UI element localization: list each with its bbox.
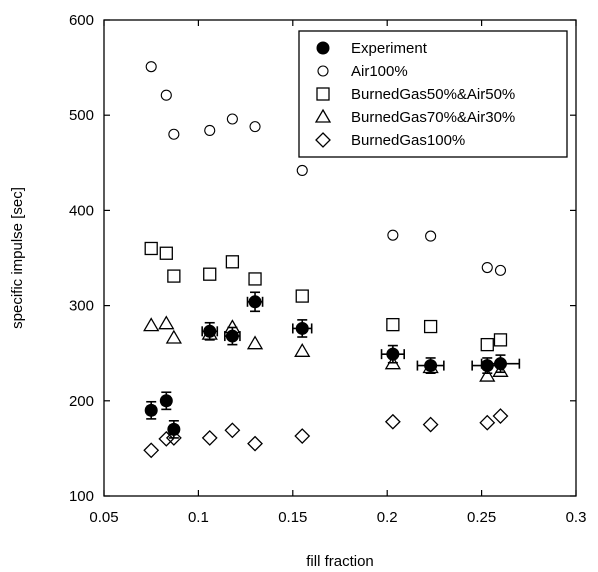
series-open-triangle	[143, 315, 509, 382]
data-point	[158, 430, 175, 447]
data-point	[493, 357, 507, 371]
data-point	[165, 329, 182, 344]
legend-label: BurnedGas100%	[351, 132, 465, 149]
series-open-circle	[145, 61, 507, 276]
legend: Experiment Air100% BurnedGas50%&Air50% Burn…	[298, 30, 568, 158]
data-point	[386, 347, 400, 361]
data-point	[423, 319, 438, 334]
y-tick-label: 100	[69, 488, 94, 505]
data-point	[168, 128, 180, 140]
legend-marker	[315, 132, 331, 148]
data-point	[247, 435, 263, 452]
legend-label: BurnedGas70%&Air30%	[351, 109, 515, 126]
data-point	[226, 113, 238, 125]
data-series	[143, 61, 521, 459]
y-tick-label: 600	[69, 12, 94, 29]
data-point	[387, 229, 399, 241]
data-point	[494, 264, 507, 276]
series-filled-circle	[144, 291, 521, 439]
data-point	[246, 335, 264, 350]
data-point	[224, 422, 241, 439]
data-point	[159, 394, 173, 408]
data-point	[424, 359, 438, 373]
axis-ticks	[103, 19, 577, 497]
tick-labels: 0.05 0.1 0.15 0.2 0.25 0.3 100 200 300 400 500 600	[69, 12, 586, 526]
data-point	[203, 267, 217, 281]
y-tick-label: 500	[69, 107, 94, 124]
data-point	[144, 241, 158, 256]
data-point	[492, 362, 509, 377]
data-point	[167, 422, 181, 436]
data-point	[144, 403, 158, 417]
legend-marker	[316, 41, 330, 55]
data-point	[249, 121, 261, 133]
data-point	[225, 255, 240, 269]
data-point	[422, 416, 439, 433]
data-point	[143, 317, 160, 332]
x-axis-label: fill fraction	[306, 553, 374, 570]
data-point	[159, 246, 173, 260]
data-point	[479, 367, 496, 382]
data-point	[225, 329, 239, 343]
data-point	[204, 124, 216, 136]
data-point	[425, 230, 437, 242]
data-point	[160, 89, 172, 101]
x-tick-label: 0.3	[566, 509, 587, 526]
data-point	[480, 359, 494, 373]
data-point	[248, 295, 262, 309]
y-tick-label: 400	[69, 202, 94, 219]
data-point	[480, 337, 494, 352]
data-point	[386, 317, 400, 332]
x-tick-label: 0.25	[467, 509, 496, 526]
legend-marker	[317, 65, 329, 77]
legend-label: Air100%	[351, 63, 408, 80]
y-tick-label: 200	[69, 393, 94, 410]
data-point	[294, 428, 311, 444]
series-open-square	[144, 241, 508, 352]
y-axis-label: specific impulse [sec]	[9, 187, 26, 329]
data-point	[384, 413, 401, 430]
data-point	[167, 269, 181, 283]
series-open-diamond	[143, 408, 509, 459]
data-point	[295, 321, 309, 335]
data-point	[248, 272, 262, 286]
legend-box	[298, 30, 568, 158]
data-point	[165, 430, 182, 446]
data-point	[481, 261, 493, 274]
x-tick-label: 0.2	[377, 509, 398, 526]
data-point	[296, 164, 308, 176]
data-point	[203, 324, 217, 338]
data-point	[294, 343, 311, 357]
data-point	[493, 333, 508, 347]
data-point	[158, 315, 175, 330]
data-point	[145, 61, 157, 73]
data-point	[143, 442, 160, 459]
data-point	[479, 414, 496, 431]
legend-label: Experiment	[351, 40, 428, 57]
data-point	[492, 408, 509, 424]
x-tick-label: 0.05	[89, 509, 118, 526]
data-point	[201, 430, 218, 446]
legend-label: BurnedGas50%&Air50%	[351, 86, 515, 103]
y-tick-label: 300	[69, 298, 94, 315]
data-point	[295, 289, 309, 303]
x-tick-label: 0.15	[278, 509, 307, 526]
legend-marker	[314, 108, 332, 123]
x-tick-label: 0.1	[188, 509, 209, 526]
legend-marker	[316, 87, 330, 101]
plot-area	[103, 19, 577, 497]
